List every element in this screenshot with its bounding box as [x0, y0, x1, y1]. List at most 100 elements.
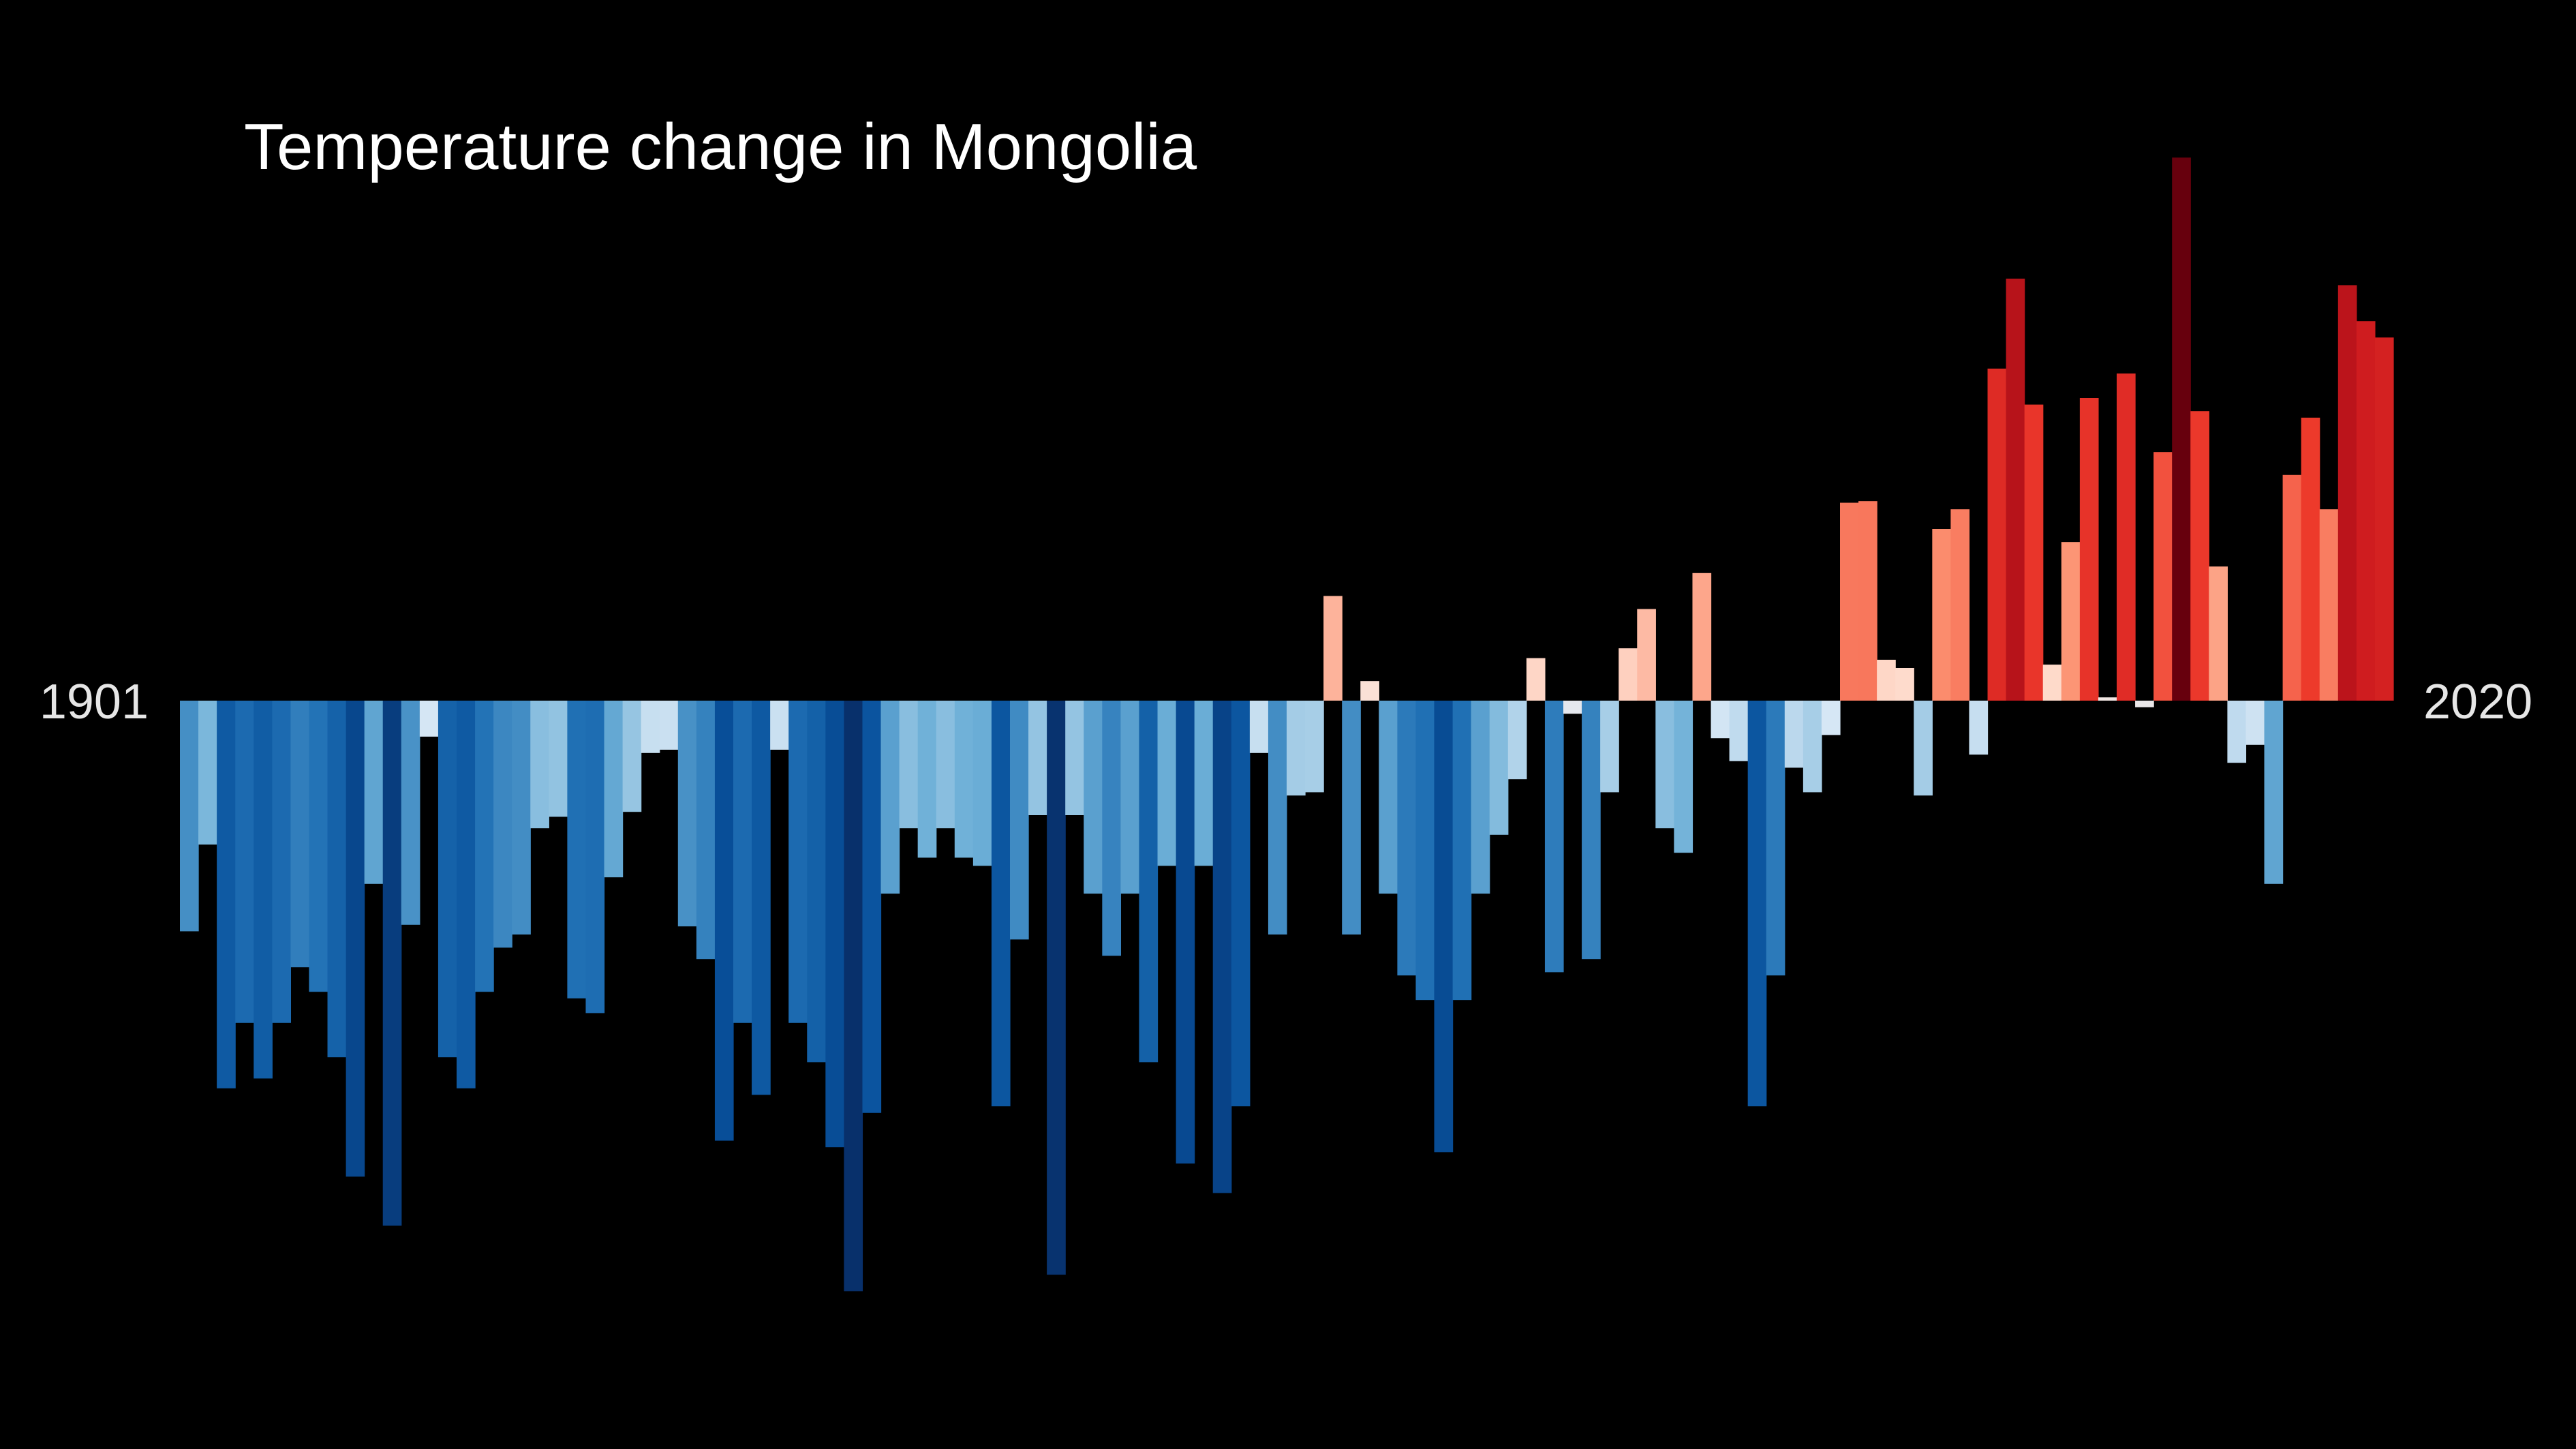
- bar-2001: [2024, 404, 2044, 701]
- bar-1940: [899, 701, 919, 829]
- bar-1916: [457, 701, 476, 1088]
- bar-1945: [991, 701, 1011, 1107]
- bar-1999: [1987, 368, 2007, 701]
- bar-1972: [1489, 701, 1509, 835]
- bar-1964: [1342, 701, 1361, 935]
- bar-1951: [1102, 701, 1121, 956]
- bar-1906: [272, 701, 291, 1023]
- bar-1909: [327, 701, 347, 1058]
- bar-1983: [1692, 573, 1712, 701]
- bar-2003: [2061, 542, 2081, 701]
- bar-1990: [1821, 701, 1841, 735]
- bar-1978: [1600, 701, 1619, 793]
- bar-1937: [844, 701, 863, 1292]
- bar-1965: [1360, 681, 1379, 701]
- bar-1921: [549, 701, 568, 817]
- bar-1988: [1784, 701, 1804, 768]
- bar-1997: [1950, 509, 1970, 701]
- bar-1950: [1084, 701, 1103, 894]
- bar-1925: [622, 701, 642, 812]
- bar-1973: [1507, 701, 1527, 780]
- bar-2014: [2264, 701, 2284, 884]
- bar-1955: [1176, 701, 1195, 1164]
- bar-1932: [752, 701, 771, 1095]
- bar-1998: [1969, 701, 1989, 755]
- bar-1981: [1655, 701, 1674, 829]
- bar-1929: [696, 701, 716, 960]
- bar-1941: [917, 701, 937, 858]
- bar-2020: [2374, 337, 2394, 701]
- bar-1979: [1619, 648, 1638, 701]
- chart-title: Temperature change in Mongolia: [244, 110, 1197, 183]
- bar-1935: [807, 701, 826, 1063]
- bar-1968: [1415, 701, 1435, 1001]
- bar-1928: [677, 701, 697, 927]
- bar-1958: [1231, 701, 1251, 1107]
- bar-2011: [2209, 566, 2228, 701]
- bar-1908: [309, 701, 328, 992]
- bar-1924: [604, 701, 624, 878]
- bar-1992: [1858, 501, 1877, 701]
- bar-1974: [1526, 658, 1546, 701]
- bar-1904: [235, 701, 254, 1023]
- bar-1971: [1471, 701, 1490, 894]
- bar-1961: [1287, 701, 1306, 796]
- bar-1962: [1305, 701, 1324, 793]
- bar-1993: [1877, 660, 1896, 701]
- bar-1934: [788, 701, 808, 1023]
- bar-1926: [641, 701, 660, 753]
- bar-1910: [346, 701, 365, 1177]
- bar-1996: [1932, 529, 1951, 701]
- bar-1970: [1452, 701, 1472, 1001]
- bar-1994: [1895, 668, 1914, 701]
- bar-1959: [1249, 701, 1269, 753]
- bar-1948: [1047, 701, 1066, 1275]
- bar-1977: [1582, 701, 1601, 960]
- bar-2012: [2227, 701, 2247, 763]
- bar-1931: [733, 701, 752, 1023]
- bar-1914: [419, 701, 439, 737]
- bar-1952: [1120, 701, 1140, 894]
- bar-1943: [954, 701, 974, 858]
- start-year-label: 1901: [40, 675, 149, 729]
- end-year-label: 2020: [2423, 675, 2532, 729]
- bar-2004: [2079, 398, 2099, 701]
- bar-2010: [2190, 411, 2209, 701]
- bar-1967: [1397, 701, 1417, 976]
- bar-1902: [198, 701, 217, 845]
- bar-1989: [1803, 701, 1822, 793]
- bar-1986: [1747, 701, 1767, 1107]
- bar-1905: [254, 701, 273, 1079]
- bar-1991: [1840, 502, 1859, 701]
- bar-1966: [1379, 701, 1398, 894]
- bar-1953: [1139, 701, 1159, 1063]
- bar-1901: [180, 701, 199, 932]
- bar-1917: [475, 701, 494, 992]
- bar-1918: [493, 701, 512, 948]
- bar-1954: [1157, 701, 1177, 866]
- bar-1922: [567, 701, 587, 998]
- bar-1976: [1563, 701, 1582, 714]
- bar-2019: [2356, 321, 2376, 701]
- bar-1920: [530, 701, 549, 829]
- bar-1957: [1212, 701, 1232, 1193]
- bar-2009: [2172, 157, 2191, 701]
- bar-1915: [438, 701, 457, 1058]
- bar-1938: [862, 701, 882, 1113]
- bar-2008: [2153, 452, 2173, 701]
- bar-1913: [401, 701, 420, 925]
- bar-1912: [382, 701, 402, 1226]
- bar-2007: [2135, 701, 2154, 707]
- bar-1919: [512, 701, 531, 935]
- bar-2006: [2117, 373, 2136, 701]
- bar-1944: [972, 701, 992, 866]
- bar-2002: [2042, 665, 2062, 701]
- bar-1923: [585, 701, 605, 1013]
- bar-1956: [1194, 701, 1214, 866]
- bar-1933: [770, 701, 789, 750]
- bar-1907: [290, 701, 310, 968]
- bar-1980: [1637, 609, 1656, 701]
- bar-1984: [1711, 701, 1730, 739]
- bar-1903: [217, 701, 236, 1088]
